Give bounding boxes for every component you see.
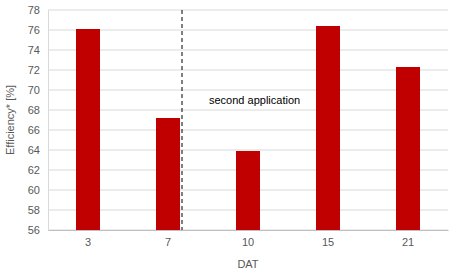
bar [236,151,260,230]
y-tick: 74 [28,44,48,56]
y-tick-label: 62 [28,164,40,176]
y-tick-label: 72 [28,64,40,76]
y-axis-title: Efficiency* [%] [4,85,16,155]
plot: 56 58 60 62 64 66 68 70 72 74 76 78 3 7 10 15 21 second a… [28,4,449,248]
y-tick: 56 [28,224,48,236]
x-tick-label: 3 [85,236,91,248]
y-tick-label: 68 [28,104,40,116]
x-tick-label: 10 [242,236,254,248]
y-tick: 76 [28,24,48,36]
x-tick: 10 [242,230,254,248]
x-tick: 7 [165,230,171,248]
bar [316,26,340,230]
grid-line [48,10,448,11]
y-tick: 62 [28,164,48,176]
y-tick-label: 56 [28,224,40,236]
y-tick-label: 78 [28,4,40,16]
grid-line [48,130,448,131]
bar [396,67,420,230]
y-tick-label: 66 [28,124,40,136]
grid-line [48,110,448,111]
y-tick: 68 [28,104,48,116]
y-axis: 56 58 60 62 64 66 68 70 72 74 76 78 [28,4,49,236]
x-tick: 21 [402,230,414,248]
x-axis-line [49,230,449,231]
grid-line [48,70,448,71]
grid-line [48,30,448,31]
y-tick: 78 [28,4,48,16]
y-tick: 60 [28,184,48,196]
y-tick-label: 76 [28,24,40,36]
y-tick: 64 [28,144,48,156]
y-tick-label: 60 [28,184,40,196]
bar [76,29,100,230]
grid-line [48,90,448,91]
y-tick-label: 64 [28,144,40,156]
y-tick-label: 58 [28,204,40,216]
y-tick-label: 70 [28,84,40,96]
y-axis-line [48,11,49,231]
separator-line [182,10,183,230]
y-tick: 72 [28,64,48,76]
chart: 56 58 60 62 64 66 68 70 72 74 76 78 3 7 10 15 21 second a… [0,0,455,276]
x-axis-title: DAT [237,258,258,270]
y-tick: 66 [28,124,48,136]
y-tick-label: 74 [28,44,40,56]
bars [76,26,420,230]
x-tick: 15 [322,230,334,248]
x-tick-label: 7 [165,236,171,248]
x-tick: 3 [85,230,91,248]
grid-line [48,150,448,151]
grid [48,10,448,230]
x-tick-label: 21 [402,236,414,248]
x-axis: 3 7 10 15 21 [49,230,449,248]
y-tick: 58 [28,204,48,216]
grid-line [48,50,448,51]
bar [156,118,180,230]
annotation: second application [209,94,300,106]
y-tick: 70 [28,84,48,96]
x-tick-label: 15 [322,236,334,248]
